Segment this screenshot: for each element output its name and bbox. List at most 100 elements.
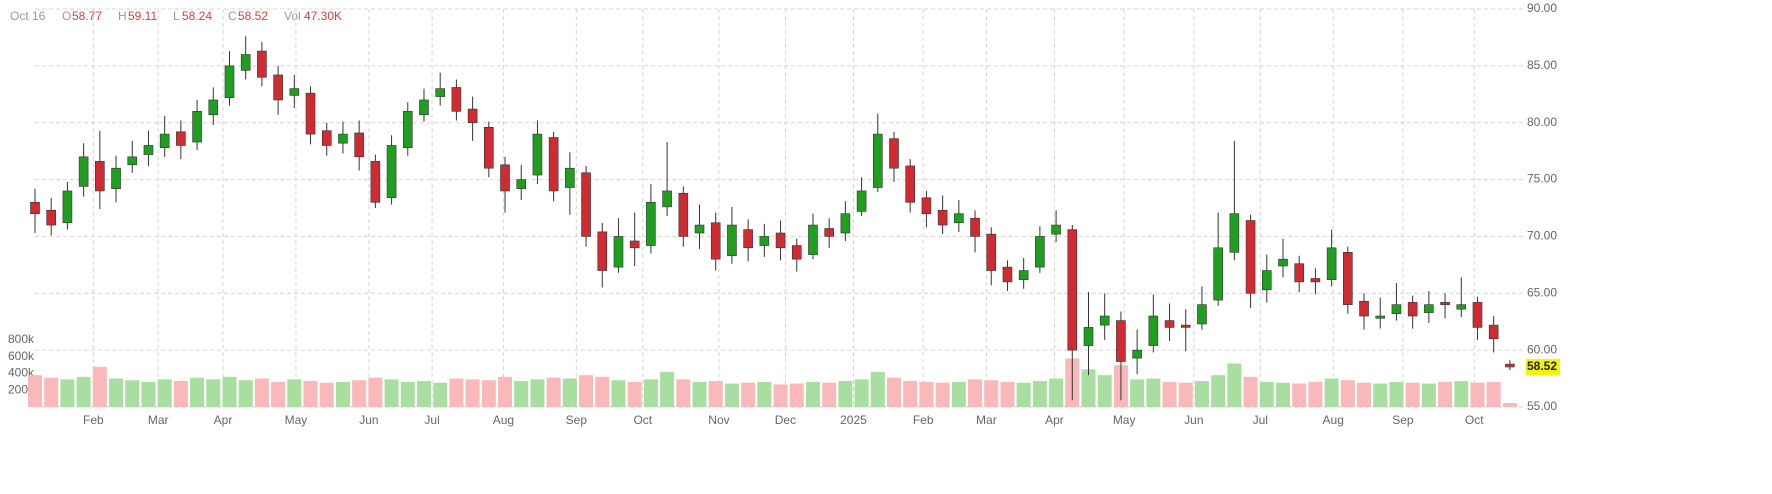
candle-body: [467, 108, 478, 124]
candle-body: [921, 197, 932, 214]
candle-body: [159, 133, 170, 149]
volume-bar: [157, 379, 172, 407]
candle-body: [856, 190, 867, 212]
volume-bar: [1308, 381, 1323, 407]
volume-bar: [708, 381, 723, 407]
volume-bar: [125, 380, 140, 407]
y-tick-label: 90.00: [1527, 1, 1557, 15]
header-open-label: O: [62, 9, 71, 23]
candle-body: [402, 111, 413, 149]
volume-bar: [1373, 383, 1388, 407]
candle-body: [1407, 302, 1418, 317]
volume-bar: [805, 381, 820, 407]
candle-body: [1278, 258, 1288, 267]
volume-bar: [643, 379, 658, 407]
candle-body: [1067, 229, 1078, 351]
volume-bar: [1324, 378, 1339, 407]
candle-body: [1456, 304, 1467, 310]
candle-body: [662, 190, 672, 208]
header-high-label: H: [118, 9, 127, 23]
volume-bar: [660, 371, 675, 407]
candle-body: [710, 222, 721, 260]
volume-bar: [173, 381, 188, 407]
y-tick-label: 65.00: [1527, 285, 1557, 299]
candle-body: [224, 65, 235, 98]
candle-body: [889, 138, 899, 169]
candle-body: [629, 240, 640, 249]
volume-bar: [627, 381, 642, 407]
volume-bar: [822, 382, 837, 407]
volume-bar: [141, 381, 156, 407]
volume-bar: [352, 380, 367, 407]
volume-bar: [870, 371, 885, 407]
volume-bar: [384, 379, 399, 407]
volume-bar: [724, 383, 739, 407]
candle-body: [370, 161, 381, 203]
volume-bar: [44, 377, 59, 407]
volume-bar: [76, 376, 91, 407]
volume-bar: [676, 379, 691, 407]
volume-bar: [60, 379, 75, 407]
candle-body: [532, 133, 543, 176]
candle-body: [1245, 220, 1256, 294]
candle-body: [305, 92, 316, 135]
volume-bar: [1259, 381, 1274, 407]
candle-body: [1488, 324, 1499, 340]
candle-body: [176, 131, 186, 146]
candle-body: [613, 236, 624, 268]
volume-bar: [1211, 375, 1226, 407]
volume-tick-label: 800k: [8, 332, 35, 346]
last-price-label: 58.52: [1527, 359, 1557, 373]
candle-body: [1375, 315, 1386, 319]
volume-bar: [1032, 381, 1047, 407]
volume-bar: [595, 376, 610, 407]
volume-bar: [254, 378, 269, 407]
volume-bar: [1405, 382, 1420, 407]
volume-bar: [433, 382, 448, 407]
candle-body: [970, 217, 980, 237]
candle-body: [338, 133, 348, 144]
volume-bar: [28, 375, 42, 407]
volume-bar: [335, 381, 350, 407]
x-tick-label: Aug: [493, 413, 514, 427]
header-volume-label: Vol: [284, 9, 301, 23]
volume-bar: [1146, 378, 1161, 407]
x-tick-label: Apr: [214, 413, 233, 427]
candle-body: [565, 167, 575, 188]
x-tick-label: Mar: [976, 413, 997, 427]
candle-body: [500, 164, 510, 192]
volume-bar: [1275, 382, 1290, 407]
candle-body: [127, 156, 138, 166]
candle-body: [1051, 224, 1061, 235]
candle-body: [1035, 236, 1045, 268]
volume-bar: [1421, 383, 1436, 407]
candle-body: [1197, 304, 1207, 325]
x-tick-label: Aug: [1323, 413, 1344, 427]
candle-body: [419, 99, 429, 116]
candle-body: [791, 245, 802, 260]
volume-bar: [951, 381, 966, 407]
volume-bar: [1178, 382, 1193, 407]
x-tick-label: Dec: [775, 413, 796, 427]
volume-bar: [287, 379, 302, 407]
candle-body: [435, 88, 445, 97]
candle-body: [775, 232, 786, 249]
volume-bar: [190, 377, 205, 407]
x-tick-label: Jul: [1253, 413, 1268, 427]
header-close-label: C: [228, 9, 237, 23]
volume-bar: [222, 376, 237, 407]
candle-body: [1099, 315, 1110, 326]
y-tick-label: 55.00: [1527, 399, 1557, 413]
volume-bar: [1000, 381, 1015, 407]
x-tick-label: Oct: [633, 413, 652, 427]
candle-body: [1343, 252, 1353, 305]
volume-bar: [579, 375, 594, 407]
header: Oct 16 O 58.77 H 59.11 L 58.24 C 58.52 V…: [10, 9, 342, 23]
volume-bar: [984, 380, 999, 407]
candle-body: [548, 137, 559, 192]
y-tick-label: 60.00: [1527, 342, 1557, 356]
x-tick-label: 2025: [840, 413, 867, 427]
candle-body: [1310, 278, 1321, 283]
x-tick-label: May: [1113, 413, 1136, 427]
